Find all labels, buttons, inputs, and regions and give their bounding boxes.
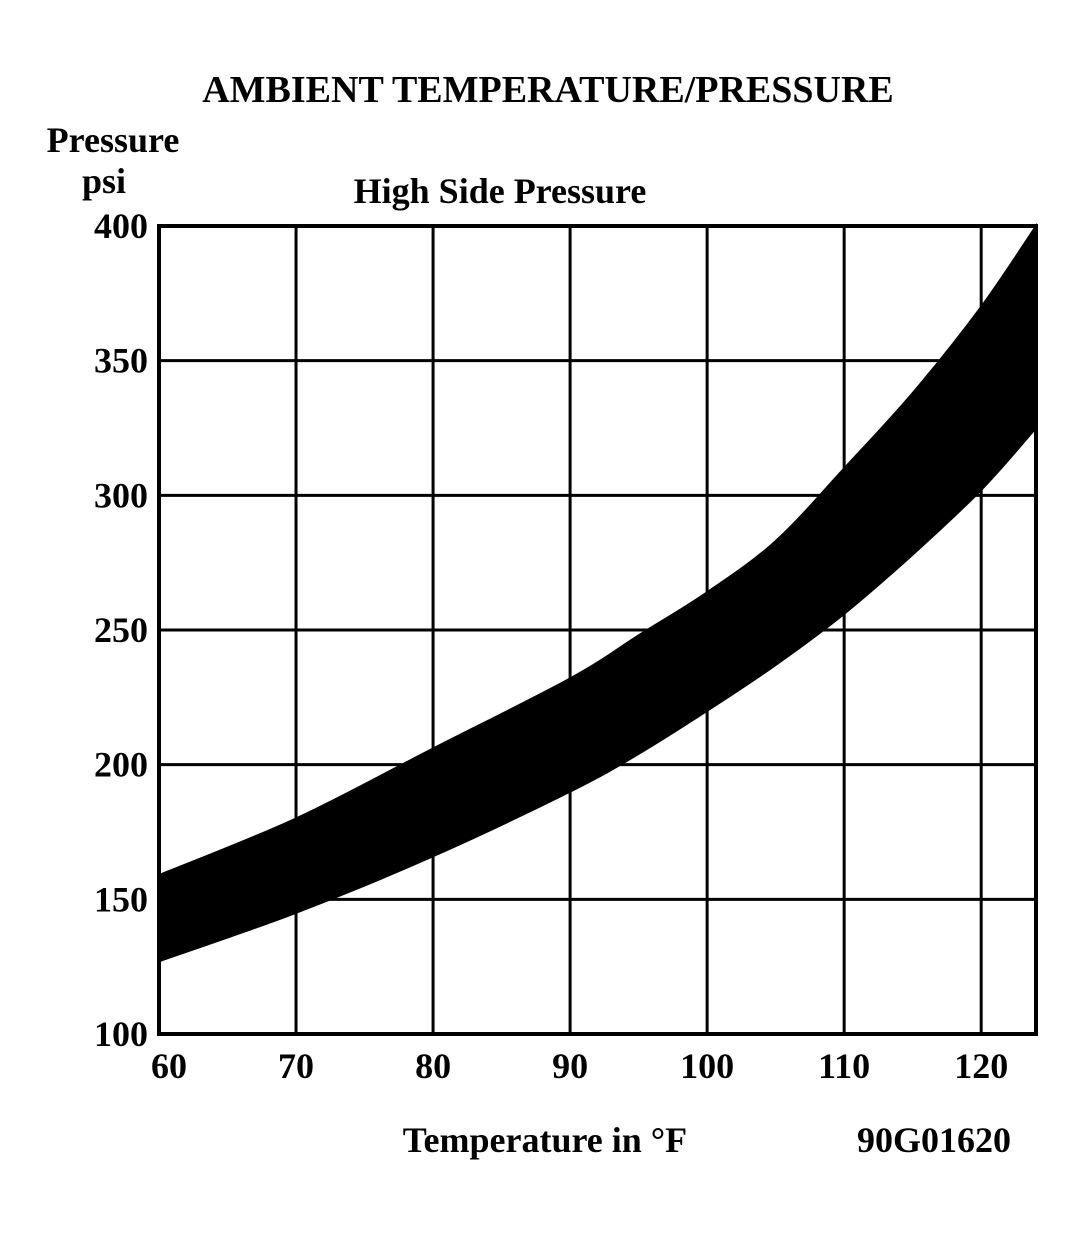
y-tick-label-250: 250 — [94, 610, 148, 650]
x-tick-label-70: 70 — [278, 1046, 314, 1086]
plot-frame — [157, 224, 1038, 1036]
y-tick-label-300: 300 — [94, 475, 148, 515]
pressure-band-area — [158, 222, 1037, 963]
x-tick-label-80: 80 — [415, 1046, 451, 1086]
x-axis-label: Temperature in °F — [403, 1120, 687, 1160]
y-tick-label-100: 100 — [94, 1014, 148, 1054]
x-tick-label-110: 110 — [818, 1046, 870, 1086]
pressure-band — [158, 222, 1037, 963]
y-tick-label-150: 150 — [94, 879, 148, 919]
y-tick-label-350: 350 — [94, 341, 148, 381]
chart-subtitle: High Side Pressure — [354, 171, 647, 211]
x-tick-labels: 60 70 80 90 100 110 120 — [151, 1046, 1008, 1086]
y-tick-label-400: 400 — [94, 206, 148, 246]
y-axis-label-line2: psi — [82, 161, 126, 201]
chart-title: AMBIENT TEMPERATURE/PRESSURE — [202, 69, 894, 111]
y-tick-label-200: 200 — [94, 745, 148, 785]
x-tick-label-100: 100 — [680, 1046, 734, 1086]
x-tick-label-120: 120 — [954, 1046, 1008, 1086]
figure-code: 90G01620 — [857, 1120, 1011, 1160]
y-tick-labels: 100 150 200 250 300 350 400 — [94, 206, 148, 1054]
x-tick-label-90: 90 — [552, 1046, 588, 1086]
y-axis-label-line1: Pressure — [47, 120, 180, 160]
x-tick-label-60: 60 — [151, 1046, 187, 1086]
plot-border — [157, 224, 1038, 1036]
